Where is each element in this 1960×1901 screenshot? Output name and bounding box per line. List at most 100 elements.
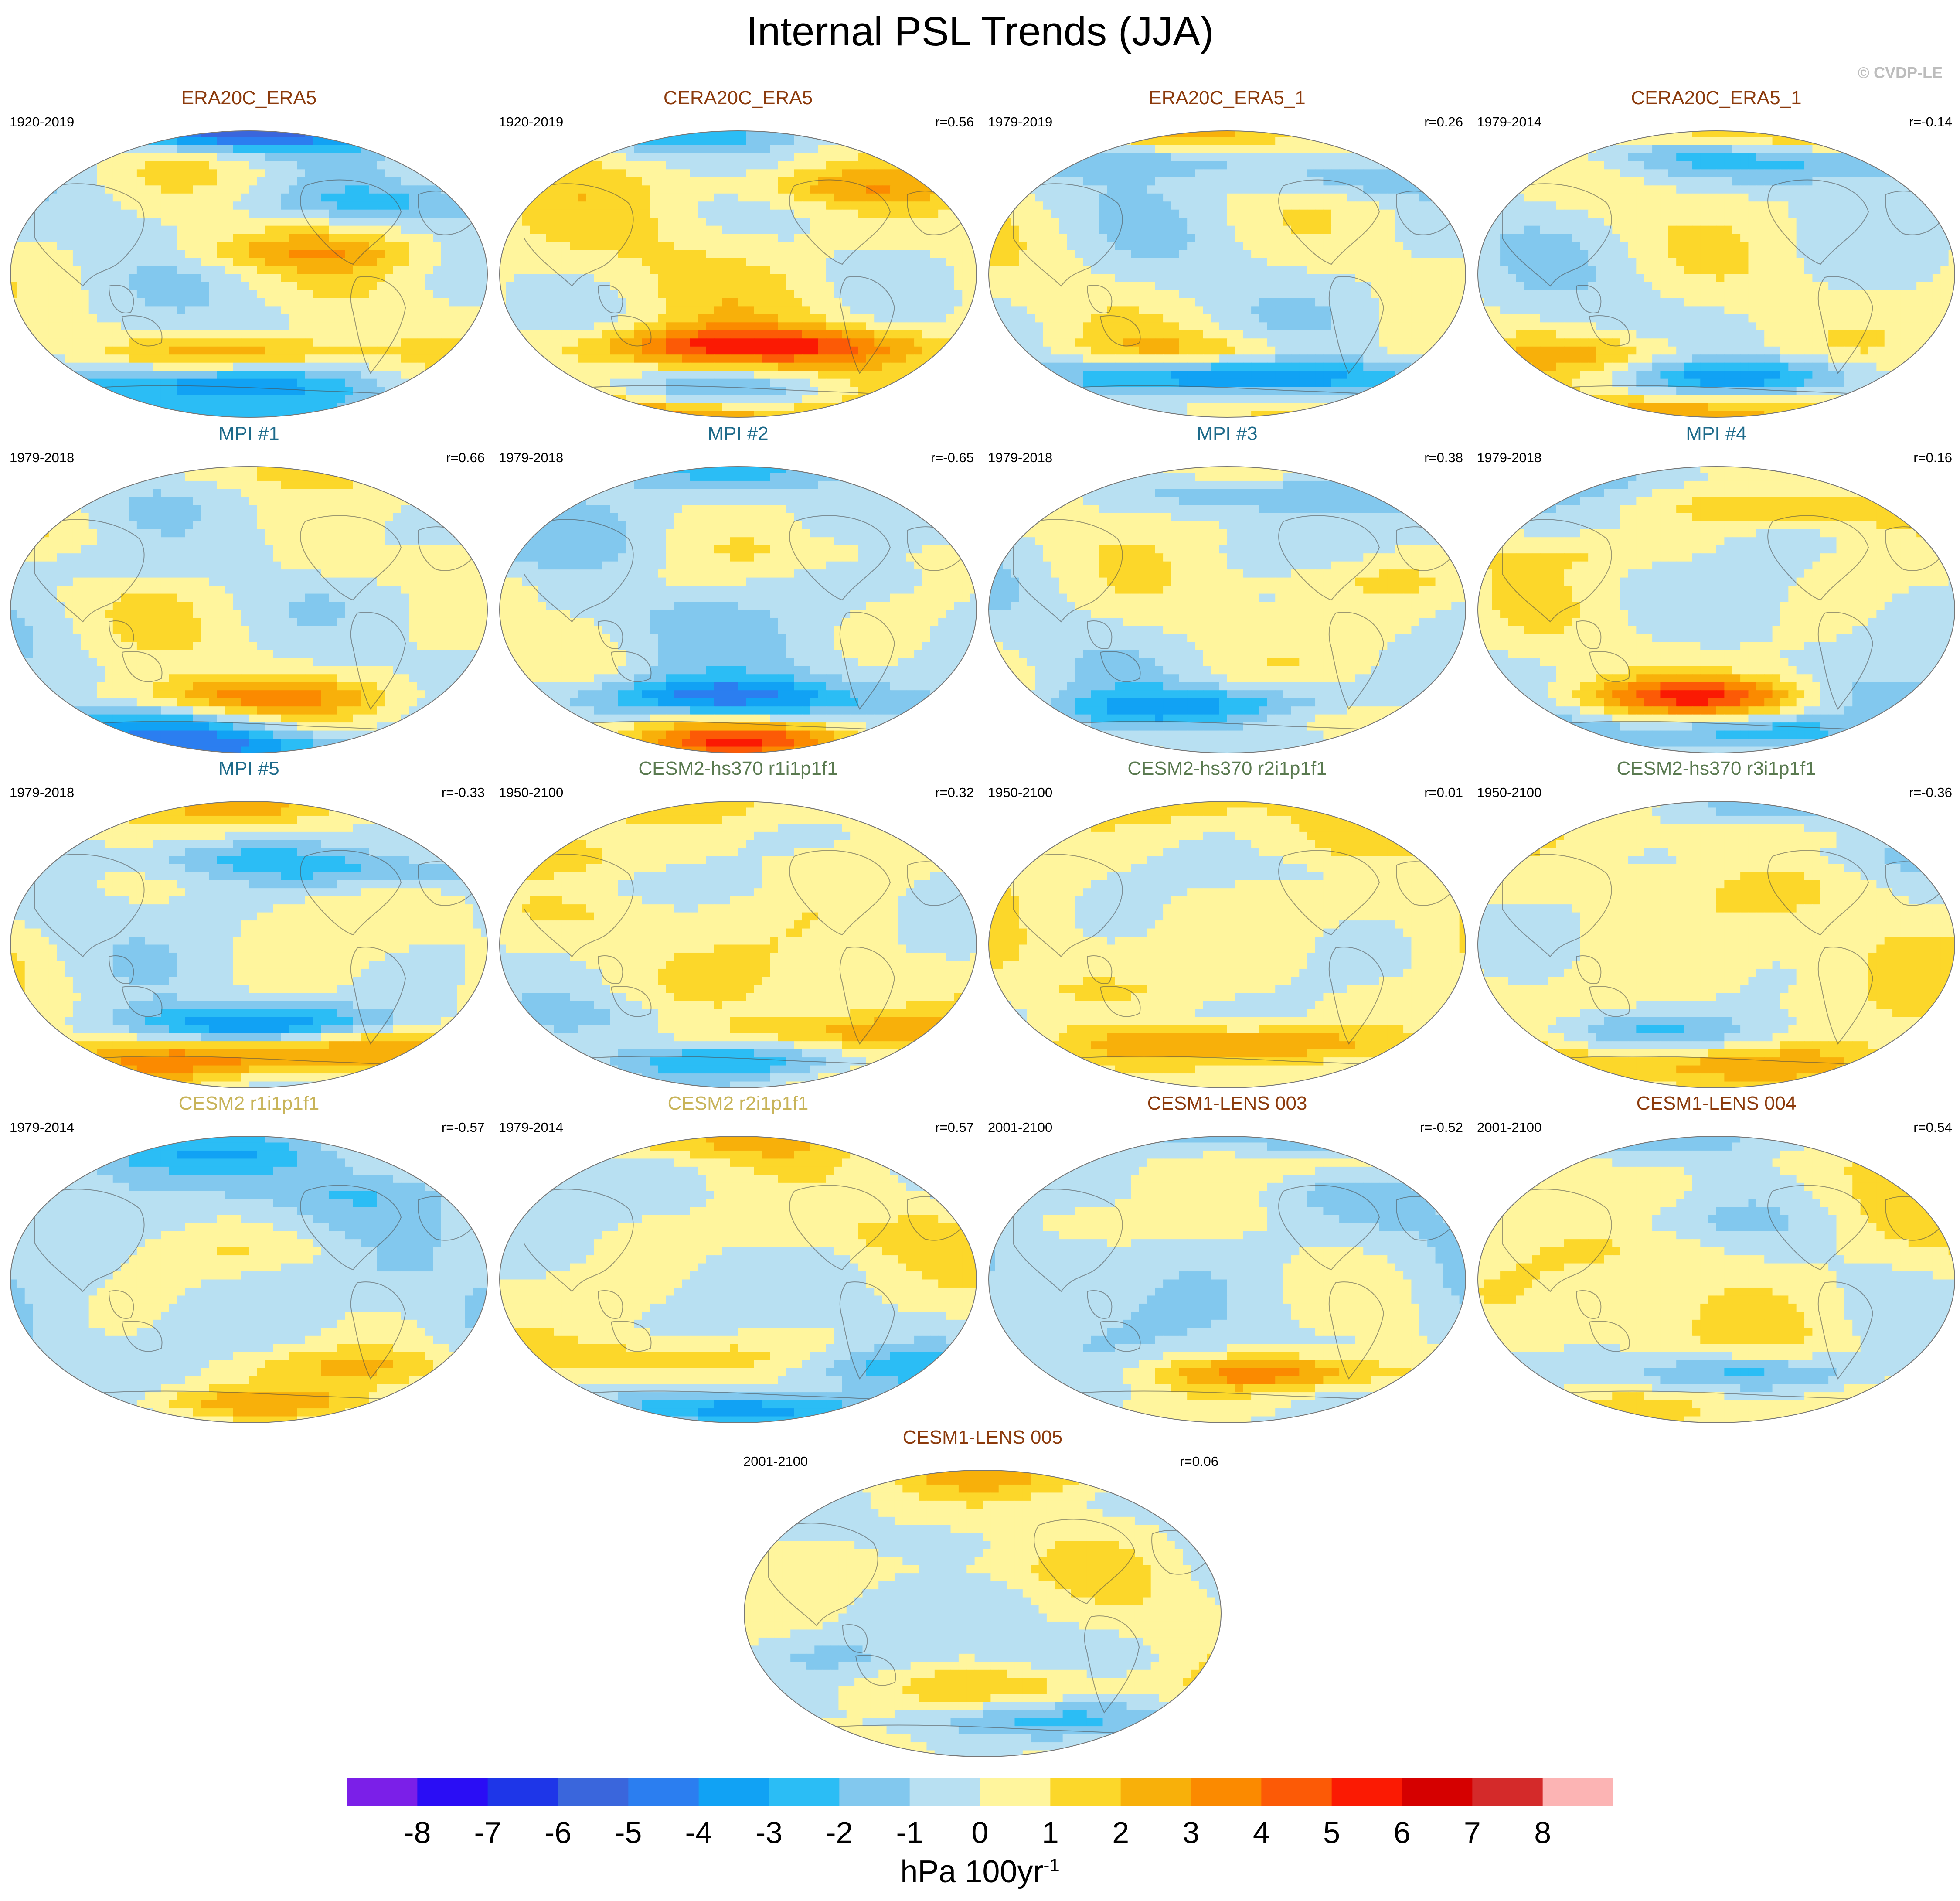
map-panel-cesm2-hs370-r3i1p1f1: CESM2-hs370 r3i1p1f1 1950-2100 r=-0.36 — [1472, 758, 1960, 1089]
map-panel-cesm2-hs370-r2i1p1f1: CESM2-hs370 r2i1p1f1 1950-2100 r=0.01 — [983, 758, 1472, 1089]
map-cesm2-r2i1p1f1 — [499, 1136, 977, 1423]
panel-period: 1979-2019 — [988, 114, 1052, 130]
colorbar-tick-label: 2 — [1112, 1816, 1129, 1850]
colorbar-tick-label: 3 — [1183, 1816, 1200, 1850]
map-border — [499, 1136, 977, 1423]
map-border — [10, 466, 488, 753]
panel-title: MPI #2 — [493, 423, 983, 445]
panel-correlation: r=-0.57 — [442, 1120, 485, 1135]
map-mpi-1 — [10, 466, 488, 753]
map-cera20c-era5 — [499, 130, 977, 418]
panel-title: CERA20C_ERA5 — [493, 87, 983, 109]
map-panel-mpi-4: MPI #4 1979-2018 r=0.16 — [1472, 423, 1960, 754]
colorbar-tick-label: -1 — [896, 1816, 923, 1850]
map-cesm2-hs370-r2i1p1f1 — [988, 801, 1466, 1088]
colorbar-swatch — [909, 1778, 980, 1806]
colorbar-tick-label: -7 — [474, 1816, 501, 1850]
colorbar-tick-label: -6 — [544, 1816, 572, 1850]
panel-title: CESM1-LENS 005 — [738, 1427, 1227, 1448]
colorbar-swatch — [1402, 1778, 1473, 1806]
panel-period: 1920-2019 — [499, 114, 563, 130]
trend-field — [500, 467, 977, 753]
panel-period: 2001-2100 — [1477, 1120, 1541, 1135]
panel-period: 1979-2018 — [988, 450, 1052, 466]
map-panel-cesm2-hs370-r1i1p1f1: CESM2-hs370 r1i1p1f1 1950-2100 r=0.32 — [493, 758, 983, 1089]
colorbar-tick-label: 5 — [1323, 1816, 1340, 1850]
map-border — [499, 801, 977, 1088]
panel-correlation: r=0.66 — [446, 450, 485, 466]
trend-field — [1478, 131, 1955, 417]
colorbar-swatch — [839, 1778, 910, 1806]
colorbar-swatch — [1050, 1778, 1121, 1806]
map-panel-mpi-1: MPI #1 1979-2018 r=0.66 — [4, 423, 493, 754]
map-cesm2-r1i1p1f1 — [10, 1136, 488, 1423]
panel-correlation: r=0.01 — [1424, 785, 1463, 801]
colorbar-tick-label: -3 — [755, 1816, 783, 1850]
map-border — [1477, 130, 1955, 418]
map-panel-mpi-3: MPI #3 1979-2018 r=0.38 — [983, 423, 1472, 754]
panel-title: CESM2-hs370 r2i1p1f1 — [983, 758, 1472, 780]
panel-correlation: r=0.54 — [1913, 1120, 1952, 1135]
colorbar-tick-label: 0 — [972, 1816, 989, 1850]
map-border — [10, 1136, 488, 1423]
figure-title: Internal PSL Trends (JJA) — [0, 8, 1960, 55]
panel-title: CESM1-LENS 003 — [983, 1093, 1472, 1114]
map-cesm1-lens-004 — [1477, 1136, 1955, 1423]
panel-title: CERA20C_ERA5_1 — [1472, 87, 1960, 109]
colorbar-swatch — [1472, 1778, 1543, 1806]
panel-period: 1979-2014 — [499, 1120, 563, 1135]
map-panel-mpi-5: MPI #5 1979-2018 r=-0.33 — [4, 758, 493, 1089]
panel-correlation: r=0.56 — [935, 114, 974, 130]
colorbar-tick-label: 4 — [1253, 1816, 1270, 1850]
colorbar-swatch — [628, 1778, 699, 1806]
panel-correlation: r=0.32 — [935, 785, 974, 801]
colorbar-swatch — [1331, 1778, 1402, 1806]
map-border — [744, 1470, 1222, 1757]
map-mpi-4 — [1477, 466, 1955, 753]
map-panel-cesm1-lens-005: CESM1-LENS 005 2001-2100 r=0.06 — [738, 1427, 1227, 1758]
panel-title: CESM1-LENS 004 — [1472, 1093, 1960, 1114]
colorbar-tick-label: -4 — [685, 1816, 712, 1850]
map-cera20c-era5-1 — [1477, 130, 1955, 418]
trend-field — [989, 467, 1466, 753]
map-cesm1-lens-005 — [744, 1470, 1222, 1757]
map-panel-era20c-era5: ERA20C_ERA5 1920-2019 — [4, 87, 493, 419]
colorbar-swatch — [1542, 1778, 1613, 1806]
panel-period: 1979-2018 — [10, 450, 74, 466]
colorbar-swatch — [417, 1778, 488, 1806]
map-border — [988, 466, 1466, 753]
colorbar-swatch — [347, 1778, 418, 1806]
map-cesm2-hs370-r3i1p1f1 — [1477, 801, 1955, 1088]
panel-correlation: r=0.26 — [1424, 114, 1463, 130]
colorbar-unit-base: hPa 100yr — [900, 1854, 1043, 1889]
map-panel-cesm2-r2i1p1f1: CESM2 r2i1p1f1 1979-2014 r=0.57 — [493, 1093, 983, 1424]
coastlines — [524, 179, 970, 400]
colorbar: -8 -7 -6 -5 -4 -3 -2 -1 0 1 2 3 4 5 6 7 8 — [347, 1778, 1613, 1850]
colorbar-tick-label: 8 — [1534, 1816, 1551, 1850]
panel-correlation: r=0.16 — [1913, 450, 1952, 466]
panel-period: 1950-2100 — [1477, 785, 1541, 801]
map-cesm1-lens-003 — [988, 1136, 1466, 1423]
panel-correlation: r=0.06 — [1180, 1454, 1218, 1469]
colorbar-swatch — [980, 1778, 1051, 1806]
map-panel-cesm2-r1i1p1f1: CESM2 r1i1p1f1 1979-2014 r=-0.57 — [4, 1093, 493, 1424]
panel-period: 1979-2018 — [10, 785, 74, 801]
map-border — [988, 801, 1466, 1088]
panel-period: 2001-2100 — [743, 1454, 808, 1469]
panel-period: 1979-2018 — [499, 450, 563, 466]
panel-title: CESM2 r2i1p1f1 — [493, 1093, 983, 1114]
panel-title: ERA20C_ERA5 — [4, 87, 493, 109]
map-border — [1477, 1136, 1955, 1423]
map-border — [10, 801, 488, 1088]
map-panel-cesm1-lens-004: CESM1-LENS 004 2001-2100 r=0.54 — [1472, 1093, 1960, 1424]
panel-correlation: r=0.38 — [1424, 450, 1463, 466]
panel-title: MPI #1 — [4, 423, 493, 445]
panel-title: CESM2-hs370 r1i1p1f1 — [493, 758, 983, 780]
map-era20c-era5 — [10, 130, 488, 418]
credit-label: © CVDP-LE — [1858, 64, 1943, 82]
coastlines — [768, 1519, 1214, 1739]
trend-field — [500, 1136, 977, 1423]
panel-title: CESM2 r1i1p1f1 — [4, 1093, 493, 1114]
panel-period: 1920-2019 — [10, 114, 74, 130]
panel-title: MPI #3 — [983, 423, 1472, 445]
